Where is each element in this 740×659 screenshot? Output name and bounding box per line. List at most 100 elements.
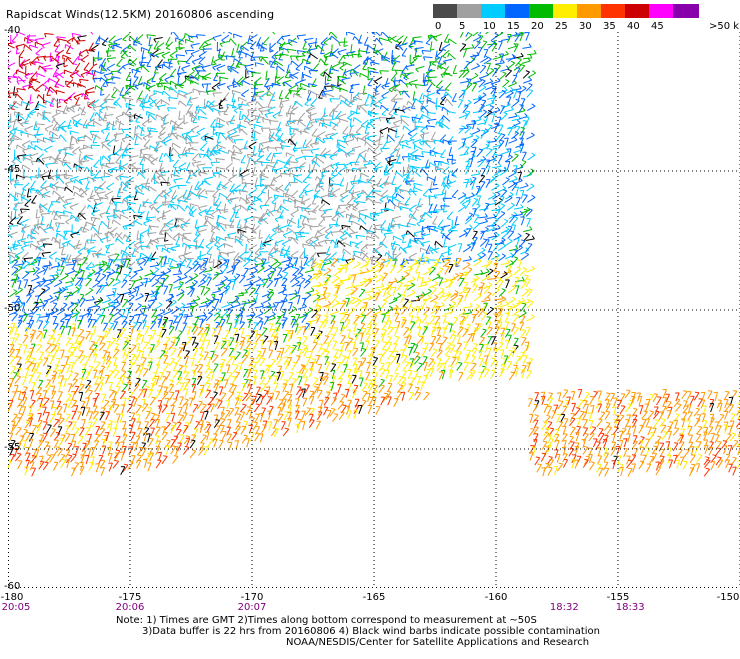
wind-barb <box>205 38 213 42</box>
wind-barb-tick <box>261 111 263 115</box>
wind-barb <box>200 143 206 149</box>
wind-barb <box>265 198 270 205</box>
wind-barb <box>8 63 15 67</box>
wind-barb-tick <box>227 104 228 108</box>
wind-barb-tick <box>211 162 213 166</box>
wind-barb-tick <box>103 86 107 87</box>
wind-barb-tick <box>531 133 534 136</box>
wind-barb-tick <box>161 100 162 104</box>
wind-barb-tick <box>331 84 332 88</box>
wind-barb <box>115 148 121 154</box>
wind-barb-tick <box>525 113 528 116</box>
wind-barb <box>141 183 150 184</box>
wind-barb-tick <box>254 217 255 221</box>
wind-barb-tick <box>340 95 341 99</box>
wind-barb-tick <box>128 59 129 63</box>
wind-barb-tick <box>465 70 469 71</box>
wind-barb-tick <box>183 243 184 247</box>
wind-barb-tick <box>11 109 15 110</box>
wind-barb-tick <box>169 87 170 91</box>
wind-barb-tick <box>185 33 186 37</box>
wind-barb <box>239 191 248 192</box>
wind-barb-tick <box>495 33 499 35</box>
wind-barb <box>382 92 390 97</box>
wind-barb-tick <box>515 187 519 188</box>
wind-barb-tick <box>366 197 367 201</box>
wind-barb-tick <box>59 39 60 43</box>
wind-barb <box>21 189 24 197</box>
wind-barb-tick <box>212 151 213 155</box>
wind-barb <box>64 175 73 177</box>
wind-barb <box>528 155 536 160</box>
wind-barb-tick <box>496 210 500 211</box>
wind-barb-tick <box>207 101 208 105</box>
wind-barb-tick <box>30 62 32 66</box>
wind-barb-tick <box>393 123 396 126</box>
wind-barb-tick <box>11 121 15 123</box>
wind-barb-tick <box>311 150 313 153</box>
wind-barb <box>410 150 418 155</box>
wind-barb <box>311 99 317 106</box>
wind-barb-tick <box>125 226 127 230</box>
wind-barb-tick <box>85 167 87 171</box>
wind-barb-tick <box>300 258 304 259</box>
wind-barb-tick <box>340 119 341 123</box>
wind-barb-tick <box>109 42 113 44</box>
wind-barb <box>401 116 410 118</box>
wind-barb-tick <box>509 155 512 157</box>
wind-barb-tick <box>106 246 109 249</box>
wind-barb <box>91 145 100 146</box>
wind-barb-tick <box>248 43 252 44</box>
wind-barb <box>248 110 257 111</box>
wind-barb <box>50 137 59 139</box>
wind-barb-tick <box>45 188 48 191</box>
wind-barb-tick <box>462 44 466 45</box>
wind-barb <box>516 187 519 196</box>
wind-barb <box>523 80 532 83</box>
wind-barb-tick <box>427 91 431 92</box>
wind-barb <box>254 85 263 86</box>
wind-barb <box>493 57 502 59</box>
wind-barb-tick <box>381 105 382 109</box>
wind-barb-tick <box>534 50 536 53</box>
wind-barb <box>161 172 170 173</box>
wind-barb-tick <box>14 185 16 189</box>
wind-barb-tick <box>295 233 297 237</box>
wind-barb <box>395 77 396 86</box>
wind-barb-tick <box>423 195 427 196</box>
wind-barb <box>291 191 298 197</box>
wind-barb-tick <box>448 184 451 187</box>
wind-barb <box>394 236 402 240</box>
wind-barb-tick <box>105 195 108 198</box>
wind-barb-tick <box>499 163 501 166</box>
wind-barb <box>478 87 486 92</box>
wind-barb-tick <box>501 106 505 107</box>
wind-barb-tick <box>29 85 30 89</box>
wind-barb <box>325 55 334 57</box>
wind-barb-tick <box>185 78 186 82</box>
wind-barb <box>147 217 156 218</box>
wind-barb-tick <box>526 71 530 73</box>
wind-barb <box>169 98 178 99</box>
wind-barb <box>303 139 306 147</box>
wind-barb <box>332 111 333 120</box>
wind-barb <box>383 141 388 149</box>
wind-barb-tick <box>468 100 471 102</box>
wind-barb <box>488 195 496 199</box>
wind-barb-tick <box>149 137 153 138</box>
wind-barb-tick <box>91 214 94 217</box>
wind-barb-tick <box>22 241 26 242</box>
wind-barb <box>350 242 359 245</box>
wind-barb-tick <box>212 88 216 90</box>
wind-barb-tick <box>165 80 168 83</box>
wind-barb <box>382 108 389 114</box>
wind-barb-tick <box>306 264 310 266</box>
wind-barb-tick <box>220 44 223 47</box>
wind-barb <box>230 198 239 199</box>
wind-barb <box>487 217 496 218</box>
wind-barb <box>379 38 388 41</box>
wind-barb-tick <box>217 248 220 250</box>
wind-barb <box>43 244 52 245</box>
wind-barb <box>144 220 153 223</box>
wind-barb <box>114 254 119 262</box>
